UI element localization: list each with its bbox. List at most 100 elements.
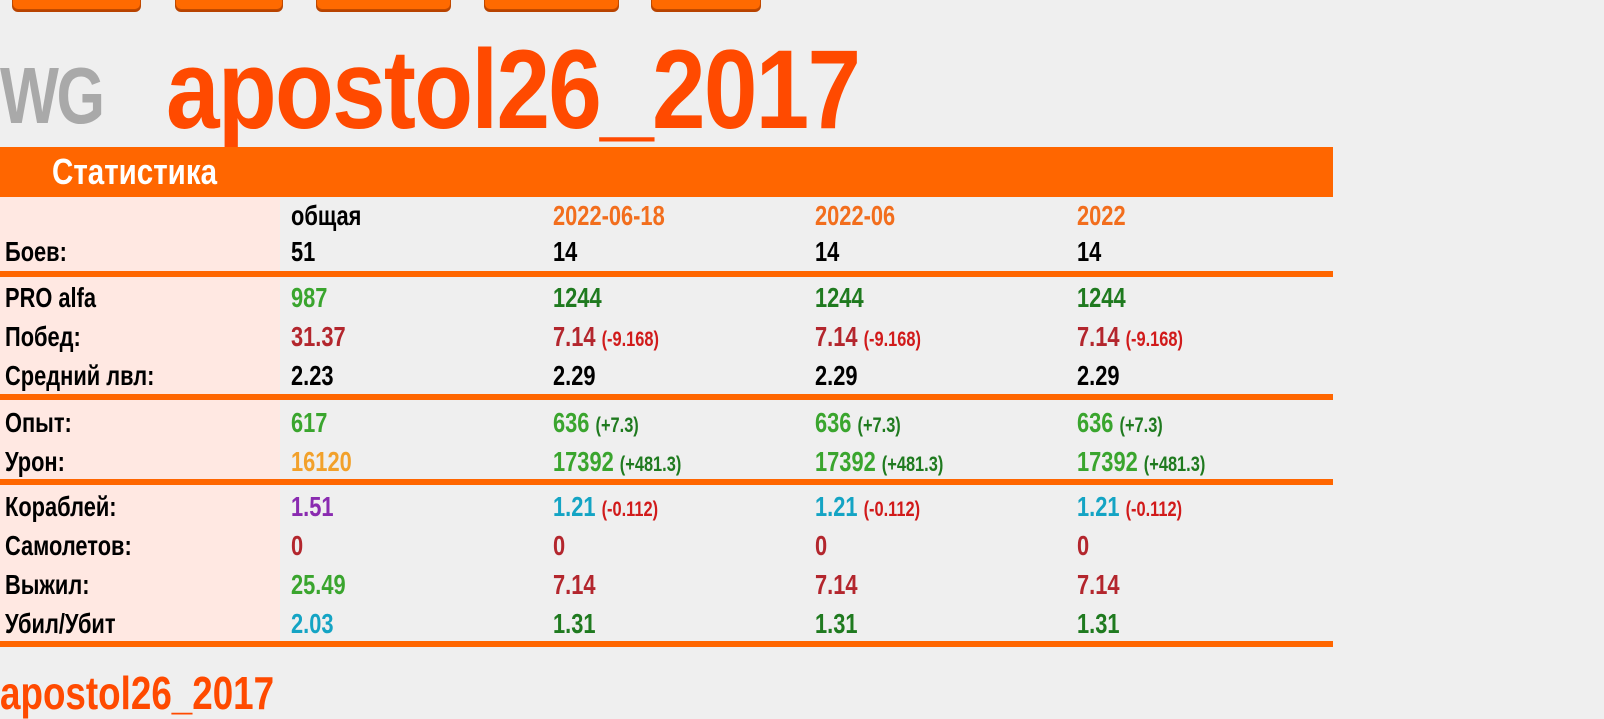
stat-cell: 636 (+7.3) — [1077, 407, 1163, 442]
stat-value: 636 — [815, 407, 852, 438]
stat-value: 1244 — [815, 282, 864, 313]
nav-button-3[interactable] — [316, 0, 451, 10]
wg-logo: WG — [0, 51, 105, 140]
stat-cell: 14 — [553, 236, 577, 268]
stat-delta: (-0.112) — [1125, 498, 1183, 521]
stat-cell: 1.21 (-0.112) — [553, 491, 658, 526]
stat-cell: 987 — [291, 282, 327, 314]
stat-delta: (+481.3) — [619, 453, 682, 476]
nav-button-2[interactable] — [175, 0, 283, 10]
stat-cell: 17392 (+481.3) — [553, 446, 681, 481]
stat-delta: (+481.3) — [1143, 453, 1206, 476]
stat-cell: 17392 (+481.3) — [815, 446, 943, 481]
row-label: Урон: — [5, 446, 65, 477]
stat-cell: 2.03 — [291, 608, 334, 640]
stat-value: 7.14 — [1077, 569, 1120, 600]
stat-cell: 1.21 (-0.112) — [1077, 491, 1182, 526]
stat-cell: 2.23 — [291, 360, 334, 392]
row-label: Средний лвл: — [5, 360, 155, 391]
stat-value: 1.31 — [1077, 608, 1120, 639]
column-header-1: 2022-06-18 — [553, 200, 665, 231]
stat-cell: 7.14 (-9.168) — [1077, 321, 1183, 356]
column-header-0: общая — [291, 200, 362, 231]
stat-value: 2.29 — [553, 360, 596, 391]
stat-value: 0 — [553, 530, 566, 561]
stat-value: 0 — [815, 530, 828, 561]
nav-button-1[interactable] — [12, 0, 141, 10]
row-label: Побед: — [5, 321, 81, 352]
stat-cell: 7.14 (-9.168) — [553, 321, 659, 356]
stat-value: 2.23 — [291, 360, 334, 391]
stats-banner: Статистика — [0, 147, 1333, 197]
stat-cell: 617 — [291, 407, 327, 439]
stat-cell: 14 — [1077, 236, 1101, 268]
stat-cell: 7.14 — [1077, 569, 1120, 601]
stat-cell: 636 (+7.3) — [815, 407, 901, 442]
stat-cell: 25.49 — [291, 569, 346, 601]
stat-cell: 2.29 — [815, 360, 858, 392]
stat-value: 617 — [291, 407, 328, 438]
nav-button-5[interactable] — [651, 0, 761, 10]
section-title: Статистика — [52, 151, 218, 192]
stat-value: 1.21 — [553, 491, 596, 522]
stat-value: 1.21 — [815, 491, 858, 522]
stat-cell: 31.37 — [291, 321, 346, 353]
footer-nickname: apostol26_2017 — [0, 667, 275, 719]
stat-cell: 2.29 — [1077, 360, 1120, 392]
stat-value: 636 — [1077, 407, 1114, 438]
stat-cell: 1244 — [1077, 282, 1126, 314]
stat-value: 2.03 — [291, 608, 334, 639]
stat-cell: 0 — [1077, 530, 1089, 562]
column-header-3: 2022 — [1077, 200, 1126, 231]
stat-delta: (-9.168) — [601, 328, 659, 351]
stat-value: 17392 — [1077, 446, 1138, 477]
stat-value: 1.31 — [815, 608, 858, 639]
stat-value: 1244 — [553, 282, 602, 313]
stat-value: 636 — [553, 407, 590, 438]
stat-delta: (-0.112) — [863, 498, 921, 521]
player-nickname: apostol26_2017 — [166, 27, 861, 152]
stat-value: 17392 — [815, 446, 876, 477]
stat-value: 14 — [1077, 236, 1102, 267]
stat-delta: (+7.3) — [857, 414, 901, 437]
stat-delta: (-9.168) — [863, 328, 921, 351]
stat-cell: 1.51 — [291, 491, 334, 523]
stat-cell: 1.31 — [553, 608, 596, 640]
stat-value: 7.14 — [1077, 321, 1120, 352]
stat-delta: (+7.3) — [1119, 414, 1163, 437]
row-label: PRO alfa — [5, 282, 97, 313]
stat-value: 14 — [815, 236, 840, 267]
column-header-2: 2022-06 — [815, 200, 896, 231]
stat-value: 16120 — [291, 446, 352, 477]
stat-value: 7.14 — [553, 321, 596, 352]
row-label: Боев: — [5, 236, 67, 267]
stat-value: 987 — [291, 282, 328, 313]
stat-cell: 14 — [815, 236, 839, 268]
separator-2 — [0, 394, 1333, 400]
row-label: Убил/Убит — [5, 608, 116, 639]
stat-value: 7.14 — [815, 321, 858, 352]
stat-value: 2.29 — [815, 360, 858, 391]
nav-button-4[interactable] — [484, 0, 619, 10]
stat-cell: 636 (+7.3) — [553, 407, 639, 442]
stat-value: 1.31 — [553, 608, 596, 639]
stat-value: 2.29 — [1077, 360, 1120, 391]
stat-cell: 7.14 — [815, 569, 858, 601]
stat-delta: (-0.112) — [601, 498, 659, 521]
stat-cell: 2.29 — [553, 360, 596, 392]
stat-cell: 1244 — [553, 282, 602, 314]
stat-value: 14 — [553, 236, 578, 267]
stat-cell: 51 — [291, 236, 315, 268]
stat-value: 31.37 — [291, 321, 346, 352]
stat-cell: 0 — [553, 530, 565, 562]
row-label: Выжил: — [5, 569, 90, 600]
stat-cell: 1.31 — [1077, 608, 1120, 640]
stat-cell: 1244 — [815, 282, 864, 314]
stat-delta: (+481.3) — [881, 453, 944, 476]
stat-cell: 1.31 — [815, 608, 858, 640]
stat-cell: 0 — [291, 530, 303, 562]
stat-value: 17392 — [553, 446, 614, 477]
separator-1 — [0, 271, 1333, 277]
row-label: Самолетов: — [5, 530, 132, 561]
separator-3 — [0, 479, 1333, 485]
